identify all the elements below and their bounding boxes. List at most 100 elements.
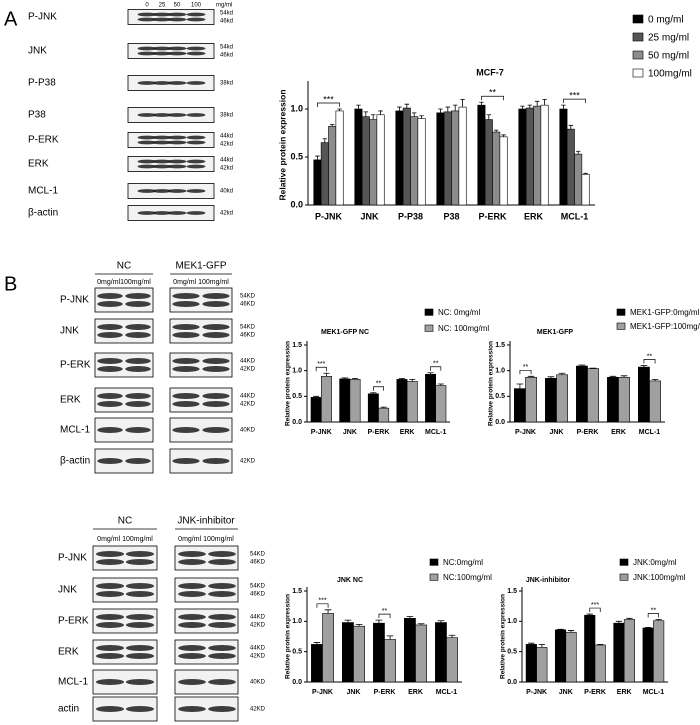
band bbox=[137, 164, 157, 169]
kd-label: 42KD bbox=[240, 402, 256, 408]
bar bbox=[649, 380, 661, 423]
error-bar bbox=[344, 619, 352, 623]
band bbox=[202, 332, 230, 338]
band bbox=[152, 17, 172, 22]
y-axis-label: Relative protein expression bbox=[277, 89, 287, 200]
bar bbox=[533, 105, 542, 206]
bar bbox=[435, 385, 447, 423]
band bbox=[125, 301, 151, 307]
band bbox=[125, 393, 151, 399]
legend-label: MEK1-GFP:100mg/ml bbox=[630, 322, 700, 331]
x-tick-label: ERK bbox=[617, 689, 632, 696]
band bbox=[178, 551, 206, 557]
bar bbox=[525, 377, 537, 423]
error-bar bbox=[313, 642, 321, 645]
band bbox=[152, 159, 172, 164]
y-tick-label: 0.5 bbox=[290, 151, 303, 161]
kd-label: 54KD bbox=[250, 552, 266, 558]
error-bar bbox=[409, 378, 416, 382]
band bbox=[95, 706, 125, 712]
error-bar bbox=[397, 106, 402, 111]
concentration-label: 0mg/ml 100mg/ml bbox=[97, 536, 153, 543]
legend-swatch bbox=[616, 308, 626, 316]
concentration-label: 0mg/ml 100mg/ml bbox=[173, 279, 229, 286]
band bbox=[202, 401, 230, 407]
bar bbox=[574, 153, 583, 206]
band bbox=[97, 393, 123, 399]
band bbox=[202, 301, 230, 307]
bar bbox=[310, 397, 322, 423]
band bbox=[137, 159, 157, 164]
band bbox=[97, 293, 123, 299]
band bbox=[137, 51, 157, 56]
legend-label: NC: 0mg/ml bbox=[438, 308, 480, 317]
error-bar bbox=[406, 616, 414, 619]
error-bar bbox=[620, 375, 628, 378]
group-label: NC bbox=[118, 516, 132, 527]
concentration-label: 0mg/ml100mg/ml bbox=[97, 279, 151, 286]
kd-label: 54kd bbox=[220, 11, 233, 17]
error-bar bbox=[341, 377, 348, 379]
y-tick-label: 1.0 bbox=[507, 618, 517, 625]
x-tick-label: P-P38 bbox=[398, 211, 423, 221]
blot-frame bbox=[174, 608, 239, 634]
band bbox=[152, 46, 172, 51]
legend-label: 50 mg/ml bbox=[648, 51, 689, 62]
band bbox=[208, 679, 236, 685]
band bbox=[152, 189, 172, 193]
blot-frame bbox=[169, 287, 233, 313]
band bbox=[167, 51, 187, 56]
band bbox=[137, 113, 157, 117]
band bbox=[125, 427, 151, 433]
band bbox=[202, 366, 230, 372]
bar bbox=[353, 625, 365, 683]
blot-frame bbox=[169, 387, 233, 413]
y-tick-label: 0.0 bbox=[507, 679, 517, 686]
bar bbox=[594, 644, 606, 683]
band bbox=[125, 324, 151, 330]
bar bbox=[525, 107, 534, 206]
blot-frame bbox=[92, 577, 158, 603]
error-bar bbox=[547, 376, 555, 379]
error-bar bbox=[534, 100, 540, 107]
y-axis-label: Relative protein expression bbox=[285, 341, 292, 426]
panel-label: B bbox=[4, 273, 17, 295]
error-bar bbox=[644, 627, 652, 629]
band bbox=[137, 46, 157, 51]
band bbox=[208, 706, 236, 712]
bar bbox=[642, 627, 654, 683]
error-bar bbox=[651, 378, 659, 381]
band bbox=[186, 159, 206, 164]
significance-bracket bbox=[563, 98, 586, 104]
kd-label: 46KD bbox=[240, 302, 256, 308]
error-bar bbox=[557, 628, 564, 630]
band bbox=[125, 293, 151, 299]
error-bar bbox=[501, 134, 506, 137]
error-bar bbox=[386, 635, 394, 640]
band bbox=[186, 51, 206, 56]
band bbox=[125, 653, 155, 659]
panel-label: A bbox=[4, 8, 18, 30]
significance-label: ** bbox=[489, 88, 497, 98]
band bbox=[178, 706, 206, 712]
error-bar bbox=[640, 365, 648, 368]
bar bbox=[342, 622, 354, 683]
y-tick-label: 1.0 bbox=[292, 368, 302, 375]
band bbox=[172, 324, 200, 330]
band bbox=[125, 679, 155, 685]
band bbox=[95, 591, 125, 597]
x-tick-label: P-JNK bbox=[312, 689, 333, 696]
kd-label: 42KD bbox=[250, 654, 266, 660]
kd-label: 44KD bbox=[250, 646, 266, 652]
kd-label: 42kd bbox=[220, 211, 233, 217]
x-tick-label: P-JNK bbox=[526, 689, 547, 696]
blot-frame bbox=[92, 639, 158, 665]
band bbox=[137, 135, 157, 140]
bar bbox=[584, 614, 596, 683]
band bbox=[202, 393, 230, 399]
protein-label: P-ERK bbox=[58, 616, 89, 627]
lane-label: 50 bbox=[174, 3, 181, 9]
x-tick-label: MCL-1 bbox=[561, 211, 589, 221]
error-bar bbox=[380, 406, 387, 409]
band bbox=[97, 301, 123, 307]
